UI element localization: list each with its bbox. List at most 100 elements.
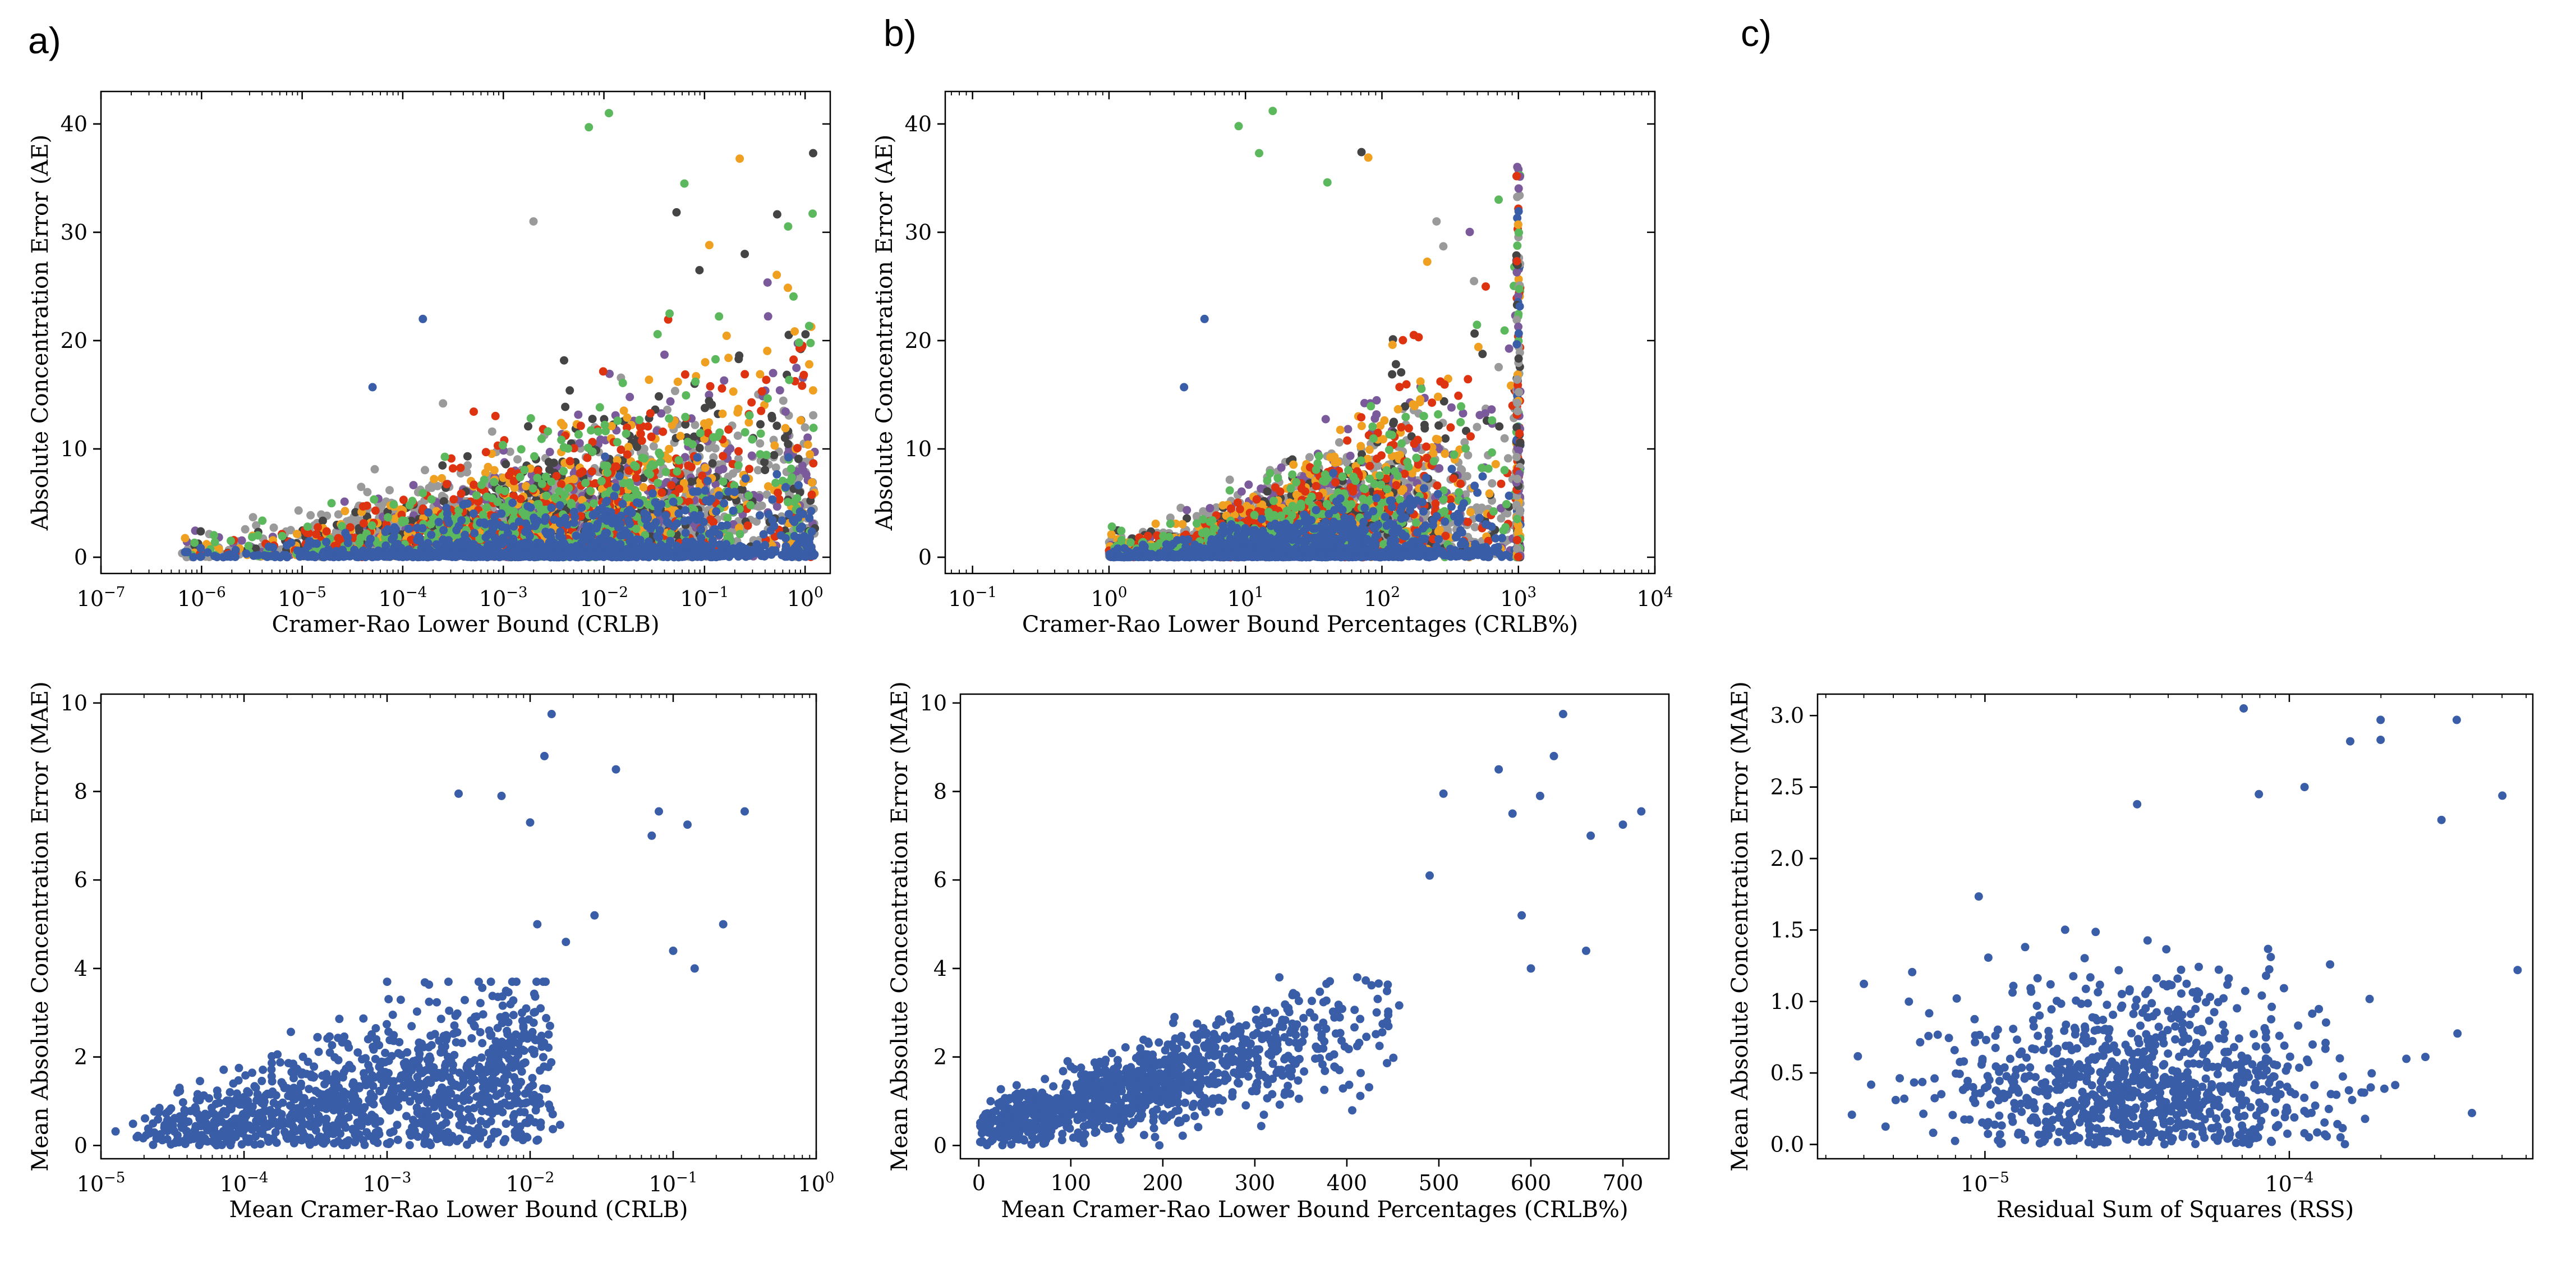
data-point	[418, 524, 427, 533]
data-point	[312, 530, 321, 539]
data-point	[762, 451, 771, 460]
data-point	[763, 346, 772, 355]
data-point	[804, 322, 813, 331]
data-point	[720, 499, 728, 508]
data-point	[599, 367, 608, 376]
data-point	[781, 424, 790, 433]
data-point	[719, 452, 728, 461]
data-point	[522, 519, 531, 528]
data-point	[795, 507, 804, 516]
data-point	[618, 379, 627, 387]
data-point	[763, 482, 772, 491]
data-point	[734, 447, 743, 456]
data-point	[251, 544, 260, 553]
data-point	[656, 458, 665, 467]
data-point	[244, 541, 253, 550]
data-point	[735, 524, 744, 533]
data-point	[526, 414, 535, 423]
data-point	[359, 519, 368, 528]
data-point	[705, 418, 714, 427]
data-point	[623, 413, 632, 422]
data-point	[640, 509, 649, 518]
data-point	[748, 435, 757, 444]
data-point	[788, 473, 796, 482]
data-point	[675, 552, 684, 561]
data-point	[389, 500, 398, 509]
data-point	[555, 487, 564, 495]
data-point	[327, 499, 336, 508]
data-point	[640, 444, 648, 453]
data-point	[745, 465, 754, 474]
data-point	[799, 551, 808, 560]
data-point	[667, 481, 676, 490]
data-point	[516, 472, 525, 481]
data-point	[733, 408, 742, 417]
data-point	[660, 350, 669, 359]
data-point	[608, 538, 617, 547]
data-point	[490, 478, 499, 487]
x-axis-title: Cramer-Rao Lower Bound (CRLB)	[272, 612, 659, 637]
data-point	[743, 521, 752, 530]
data-point	[733, 432, 742, 440]
data-point	[384, 552, 393, 561]
data-point	[531, 522, 539, 530]
data-point	[780, 433, 789, 442]
data-point	[525, 543, 534, 552]
data-point	[513, 455, 522, 464]
data-point	[681, 412, 690, 421]
data-point	[537, 434, 546, 443]
data-point	[336, 535, 345, 544]
data-point	[808, 386, 817, 395]
data-point	[575, 439, 584, 448]
data-point	[635, 416, 644, 424]
data-point	[613, 438, 622, 447]
y-tick-label: 10	[61, 437, 88, 461]
data-point	[516, 550, 525, 559]
data-point	[434, 517, 443, 526]
data-point	[722, 331, 731, 340]
data-point	[681, 506, 690, 515]
data-point	[601, 427, 610, 435]
data-point	[801, 423, 809, 432]
data-point	[449, 495, 458, 504]
outlier-point	[809, 149, 817, 158]
data-point	[778, 476, 787, 485]
data-point	[643, 468, 652, 477]
data-point	[801, 330, 810, 339]
data-point	[537, 479, 546, 488]
data-point	[757, 406, 766, 415]
data-point	[769, 369, 778, 378]
data-point	[672, 208, 681, 217]
data-point	[753, 466, 762, 475]
data-point	[706, 515, 715, 524]
data-point	[237, 536, 246, 545]
data-point	[673, 377, 682, 386]
data-point	[549, 458, 558, 467]
data-point	[490, 520, 499, 529]
data-point	[798, 461, 807, 470]
data-point	[583, 453, 592, 462]
data-point	[365, 540, 374, 549]
data-point	[655, 392, 663, 401]
data-point	[688, 553, 697, 562]
data-point	[487, 427, 496, 436]
data-point	[490, 512, 499, 521]
data-point	[574, 430, 583, 439]
data-point	[784, 498, 792, 507]
data-point	[695, 443, 704, 452]
data-point	[183, 548, 192, 557]
data-point	[602, 497, 611, 506]
data-point	[392, 525, 401, 534]
data-point	[724, 354, 733, 362]
data-point	[605, 549, 614, 558]
data-point	[796, 416, 805, 425]
data-point	[723, 521, 732, 530]
data-point	[673, 467, 682, 476]
data-point	[223, 550, 232, 559]
data-point	[614, 550, 623, 559]
data-point	[676, 432, 685, 440]
data-point	[356, 534, 365, 543]
data-point	[705, 397, 714, 406]
data-point	[334, 510, 343, 519]
data-point	[738, 485, 747, 494]
